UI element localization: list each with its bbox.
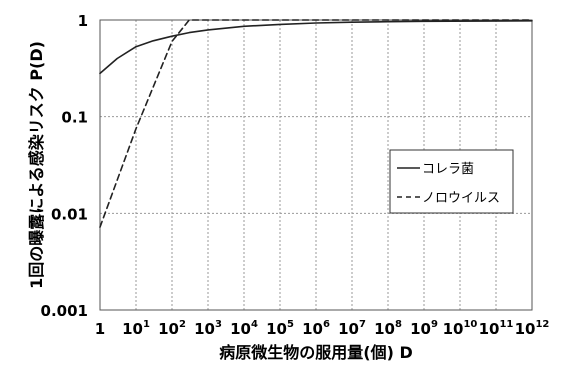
x-tick-exponent: 5 bbox=[287, 319, 294, 330]
x-tick-exponent: 6 bbox=[323, 319, 330, 330]
series-line-cholera bbox=[99, 19, 533, 75]
x-tick-label: 1012 bbox=[515, 319, 550, 338]
x-tick-base: 10 bbox=[374, 320, 395, 338]
x-tick-base: 10 bbox=[194, 320, 215, 338]
x-tick-exponent: 2 bbox=[179, 319, 186, 330]
y-axis-title: 1回の曝露による感染リスク P(D) bbox=[27, 41, 46, 289]
x-tick-exponent: 12 bbox=[535, 319, 549, 330]
y-tick-label: 1 bbox=[78, 12, 88, 30]
x-tick-base: 1 bbox=[95, 320, 105, 338]
legend-label-norovirus: ノロウイルス bbox=[422, 191, 500, 206]
x-tick-exponent: 3 bbox=[215, 319, 222, 330]
x-tick-exponent: 10 bbox=[463, 319, 477, 330]
x-axis-title: 病原微生物の服用量(個) D bbox=[219, 343, 412, 362]
y-tick-labels: 1 0.1 0.01 0.001 bbox=[41, 12, 88, 320]
x-tick-base: 10 bbox=[338, 320, 359, 338]
x-tick-exponent: 4 bbox=[251, 319, 258, 330]
x-tick-base: 10 bbox=[479, 320, 500, 338]
x-tick-base: 10 bbox=[158, 320, 179, 338]
x-tick-label: 109 bbox=[410, 319, 438, 338]
x-tick-base: 10 bbox=[266, 320, 287, 338]
x-tick-label: 106 bbox=[302, 319, 330, 338]
x-tick-base: 10 bbox=[230, 320, 251, 338]
y-tick-label: 0.1 bbox=[61, 109, 88, 127]
x-tick-label: 1010 bbox=[443, 319, 478, 338]
x-tick-exponent: 1 bbox=[143, 319, 150, 330]
y-tick-label: 0.001 bbox=[41, 302, 88, 320]
x-tick-exponent: 9 bbox=[431, 319, 438, 330]
x-tick-base: 10 bbox=[515, 320, 536, 338]
x-tick-label: 103 bbox=[194, 319, 222, 338]
x-tick-label: 102 bbox=[158, 319, 186, 338]
legend: コレラ菌 ノロウイルス bbox=[389, 149, 514, 214]
x-tick-label: 1 bbox=[95, 320, 105, 338]
x-tick-exponent: 7 bbox=[359, 319, 366, 330]
x-tick-base: 10 bbox=[122, 320, 143, 338]
series-layer bbox=[99, 19, 533, 228]
x-tick-base: 10 bbox=[410, 320, 431, 338]
x-tick-labels: 1 101 102 103 104 105 106 107 108 109 1010 1011 1012 bbox=[95, 319, 550, 338]
x-tick-label: 104 bbox=[230, 319, 258, 338]
x-tick-label: 107 bbox=[338, 319, 366, 338]
x-tick-label: 108 bbox=[374, 319, 402, 338]
series-line-norovirus bbox=[99, 19, 533, 228]
x-tick-label: 1011 bbox=[479, 319, 514, 338]
x-tick-exponent: 11 bbox=[499, 319, 513, 330]
x-tick-base: 10 bbox=[302, 320, 323, 338]
x-tick-label: 105 bbox=[266, 319, 294, 338]
x-tick-base: 10 bbox=[443, 320, 464, 338]
legend-label-cholera: コレラ菌 bbox=[422, 162, 474, 177]
x-tick-exponent: 8 bbox=[395, 319, 402, 330]
legend-box bbox=[389, 149, 514, 214]
y-tick-label: 0.01 bbox=[51, 205, 88, 223]
x-tick-label: 101 bbox=[122, 319, 150, 338]
